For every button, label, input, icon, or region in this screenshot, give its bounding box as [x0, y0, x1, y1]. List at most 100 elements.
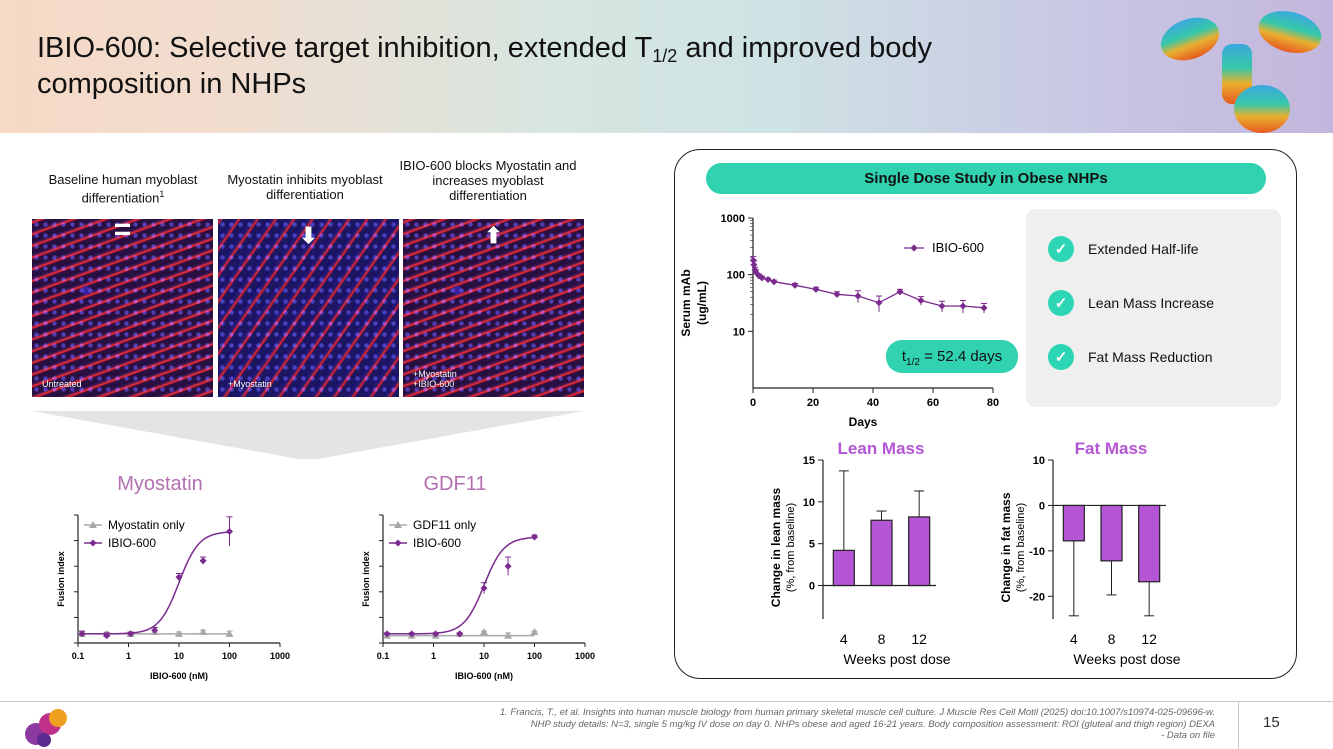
cell-caption-baseline: Baseline human myoblast differentiation1: [48, 172, 198, 206]
x-axis-label: Days: [849, 415, 878, 429]
data-point: [812, 285, 820, 293]
funnel-shape: [32, 411, 584, 459]
data-point: [432, 630, 440, 638]
data-point: [896, 288, 904, 296]
x-tick-label: 10: [479, 651, 489, 661]
y-axis-label: Fusion index: [361, 551, 371, 607]
footer-divider: [0, 701, 1333, 702]
x-tick-label: 100: [527, 651, 542, 661]
legend-label: IBIO-600: [932, 240, 984, 255]
bar: [1062, 504, 1085, 542]
data-point: [480, 584, 488, 592]
pk-chart: 10 100 1000 0 20 40 60 80 Days Serum mAb (ug/mL) IB…: [679, 213, 999, 429]
y-axis-label-sub: (%, from baseline): [1015, 503, 1027, 592]
series-line: [752, 260, 985, 309]
data-point: [531, 533, 538, 541]
data-point: [959, 302, 967, 310]
fat-mass-chart: Fat Mass 10 0 -10 -20 4 8 12 Weeks post dose Chan…: [999, 439, 1181, 667]
y-axis-label-sub: (%, from baseline): [785, 503, 797, 592]
x-tick-label: 1000: [270, 651, 290, 661]
check-icon: ✓: [1048, 236, 1074, 262]
data-point: [980, 304, 988, 312]
gdf11-chart-title: GDF11: [423, 473, 487, 495]
y-axis-label: Serum mAb: [679, 269, 693, 336]
x-axis-label: IBIO-600 (nM): [150, 671, 208, 681]
data-point: [917, 297, 925, 305]
x-tick-label: 12: [1141, 631, 1157, 647]
data-point: [875, 299, 883, 307]
data-point: [758, 274, 766, 282]
check-icon: ✓: [1048, 290, 1074, 316]
x-tick-label: 1: [126, 651, 131, 661]
data-point: [504, 631, 513, 639]
benefit-label: Lean Mass Increase: [1088, 295, 1215, 311]
data-point: [199, 628, 208, 636]
data-point: [938, 302, 946, 310]
data-point: [749, 256, 757, 264]
cell-caption-ibio: IBIO-600 blocks Myostatin and increases …: [399, 158, 577, 203]
data-point: [408, 630, 416, 638]
x-tick-label: 1000: [575, 651, 595, 661]
x-tick-label: 60: [927, 397, 939, 409]
x-tick-label: 4: [840, 631, 848, 647]
chart-title: Fat Mass: [1075, 439, 1148, 458]
y-tick-label: 0: [809, 581, 815, 593]
data-point: [764, 276, 772, 284]
legend-label: Myostatin only: [108, 518, 185, 532]
legend-marker: [394, 539, 402, 547]
y-tick-label: 100: [727, 270, 745, 282]
data-point: [199, 557, 207, 565]
cell-label: +Myostatin +IBIO-600: [413, 369, 457, 389]
bar: [1138, 504, 1161, 583]
arrow-up-icon: ⬆: [484, 223, 503, 248]
lean-mass-chart: Lean Mass 0 5 10 15 4 8 12 Weeks post dose Change…: [769, 439, 951, 667]
cell-image-myostatin: ⬇ +Myostatin: [218, 219, 399, 397]
arrow-down-icon: ⬇: [299, 223, 318, 248]
equals-icon: =: [113, 219, 132, 246]
data-point: [854, 292, 862, 300]
bar: [908, 516, 931, 587]
x-tick-label: 8: [878, 631, 886, 647]
x-tick-label: 10: [174, 651, 184, 661]
data-point: [833, 290, 841, 298]
antibody-icon: [1160, 10, 1322, 133]
y-tick-label: 5: [809, 539, 815, 551]
legend-label: IBIO-600: [413, 536, 461, 550]
legend-marker: [89, 539, 97, 547]
y-axis-label: Change in lean mass: [769, 487, 783, 607]
x-tick-label: 0.1: [72, 651, 85, 661]
cell-image-ibio: ⬆ +Myostatin +IBIO-600: [403, 219, 584, 397]
y-tick-label: 10: [1033, 455, 1045, 467]
company-logo-icon: [25, 709, 67, 747]
gdf11-chart: 0.1 1 10 100 1000 IBIO-600 (nM) Fusion index GD…: [361, 514, 595, 681]
slide-title: IBIO-600: Selective target inhibition, e…: [37, 32, 933, 100]
bar: [832, 549, 855, 587]
check-icon: ✓: [1048, 344, 1074, 370]
x-axis-label: Weeks post dose: [843, 651, 950, 667]
fit-curve: [386, 536, 535, 635]
x-tick-label: 8: [1108, 631, 1116, 647]
x-tick-label: 20: [807, 397, 819, 409]
y-axis-label: Change in fat mass: [999, 492, 1013, 602]
y-tick-label: 0: [1039, 500, 1045, 512]
footer-divider-vertical: [1238, 702, 1239, 749]
benefit-item: ✓ Lean Mass Increase: [1048, 289, 1214, 317]
legend-label: GDF11 only: [413, 518, 476, 532]
data-point: [175, 629, 183, 637]
bar: [1100, 504, 1123, 562]
y-tick-label: -10: [1029, 546, 1045, 558]
x-axis-label: IBIO-600 (nM): [455, 671, 513, 681]
page-number: 15: [1263, 714, 1280, 731]
bar: [870, 519, 893, 587]
y-tick-label: 10: [733, 326, 745, 338]
legend-marker: [89, 521, 97, 528]
benefits-panel: ✓ Extended Half-life ✓ Lean Mass Increas…: [1026, 209, 1281, 407]
data-point: [480, 628, 488, 636]
footnote: 1. Francis, T., et al. Insights into hum…: [499, 707, 1215, 741]
data-point: [226, 527, 233, 535]
chart-title: Lean Mass: [838, 439, 925, 458]
x-tick-label: 4: [1070, 631, 1078, 647]
x-axis-label: Weeks post dose: [1073, 651, 1180, 667]
legend-label: IBIO-600: [108, 536, 156, 550]
data-point: [530, 628, 539, 636]
